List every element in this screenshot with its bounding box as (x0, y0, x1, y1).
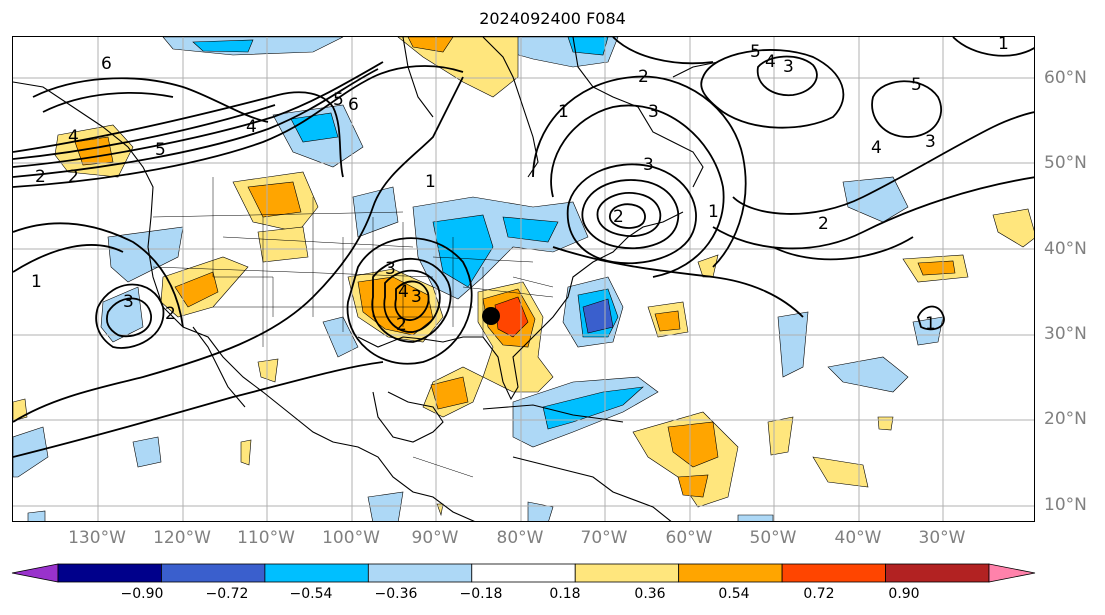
contour-label: 4 (68, 127, 79, 147)
lat-label: 20°N (1044, 409, 1087, 429)
map-panel: 6 5 4 3 2 1 6 5 4 2 1 3 4 3 2 1 2 5 4 3 … (12, 36, 1035, 522)
colorbar-tick-label: 0.54 (718, 586, 750, 602)
colorbar-tick-label: −0.18 (459, 586, 503, 602)
lon-label: 50°W (749, 528, 797, 548)
colorbar-segment (574, 563, 680, 583)
colorbar-segment (367, 563, 473, 583)
contour-label: 2 (68, 167, 79, 187)
colorbar-segment (11, 563, 59, 583)
colorbar-segment (57, 563, 162, 583)
contour-label: 5 (333, 90, 344, 110)
lat-label: 40°N (1044, 239, 1087, 259)
colorbar-segment (678, 563, 783, 583)
contour-label: 1 (425, 172, 436, 192)
colorbar (11, 563, 1036, 583)
colorbar-tick-label: −0.54 (289, 586, 333, 602)
contour-label: 6 (101, 54, 112, 74)
contour-label: 4 (765, 52, 776, 72)
colorbar-tick-label: −0.90 (120, 586, 164, 602)
contour-lines (13, 37, 1034, 458)
contour-label: 2 (613, 207, 624, 227)
contour-label: 1 (925, 314, 936, 334)
contour-label: 4 (246, 117, 257, 137)
colorbar-tick-label: 0.18 (549, 586, 581, 602)
contour-label: 1 (998, 37, 1009, 54)
lat-lon-grid (13, 37, 1034, 521)
lon-label: 90°W (411, 528, 459, 548)
contour-labels: 6 5 4 3 2 1 6 5 4 2 1 3 4 3 2 1 2 5 4 3 … (31, 37, 1009, 335)
contour-label: 3 (925, 132, 936, 152)
plot-title: 2024092400 F084 (479, 9, 626, 28)
colorbar-segment (988, 563, 1036, 583)
contour-label: 5 (911, 75, 922, 95)
lat-label: 10°N (1044, 495, 1087, 515)
contour-label: 2 (165, 304, 176, 324)
colorbar-segment (161, 563, 266, 583)
contour-label: 5 (750, 42, 761, 62)
contour-label: 1 (31, 272, 42, 292)
lon-label: 110°W (237, 528, 295, 548)
contour-label: 5 (155, 140, 166, 160)
lat-label: 50°N (1044, 153, 1087, 173)
lon-label: 40°W (834, 528, 882, 548)
contour-label: 3 (411, 287, 422, 307)
lon-label: 80°W (496, 528, 544, 548)
lon-label: 70°W (580, 528, 628, 548)
colorbar-segment (264, 563, 369, 583)
contour-label: 3 (783, 57, 794, 77)
colorbar-segment (885, 563, 990, 583)
lon-label: 120°W (153, 528, 211, 548)
political-borders (152, 177, 554, 478)
contour-label: 6 (348, 95, 359, 115)
lat-label: 60°N (1044, 68, 1087, 88)
contour-label: 2 (818, 214, 829, 234)
contour-label: 3 (648, 102, 659, 122)
storm-center-marker (482, 307, 500, 325)
negative-anomaly-shading (13, 37, 944, 521)
contour-label: 3 (123, 292, 134, 312)
colorbar-tick-label: 0.36 (634, 586, 666, 602)
lon-label: 60°W (665, 528, 713, 548)
contour-label: 4 (398, 282, 409, 302)
colorbar-segment (471, 563, 576, 583)
lon-label: 30°W (918, 528, 966, 548)
colorbar-tick-label: 0.90 (888, 586, 920, 602)
map-canvas: 6 5 4 3 2 1 6 5 4 2 1 3 4 3 2 1 2 5 4 3 … (13, 37, 1034, 521)
lon-label: 100°W (322, 528, 380, 548)
lat-label: 30°N (1044, 324, 1087, 344)
contour-label: 2 (35, 167, 46, 187)
contour-label: 2 (638, 67, 649, 87)
colorbar-tick-label: −0.36 (374, 586, 418, 602)
contour-label: 1 (708, 202, 719, 222)
lon-label: 130°W (68, 528, 126, 548)
colorbar-tick-label: 0.72 (803, 586, 835, 602)
contour-label: 2 (396, 315, 407, 335)
contour-label: 4 (871, 138, 882, 158)
contour-label: 3 (385, 259, 396, 279)
colorbar-tick-label: −0.72 (205, 586, 249, 602)
contour-label: 1 (558, 102, 569, 122)
colorbar-segment (781, 563, 886, 583)
contour-label: 3 (643, 155, 654, 175)
